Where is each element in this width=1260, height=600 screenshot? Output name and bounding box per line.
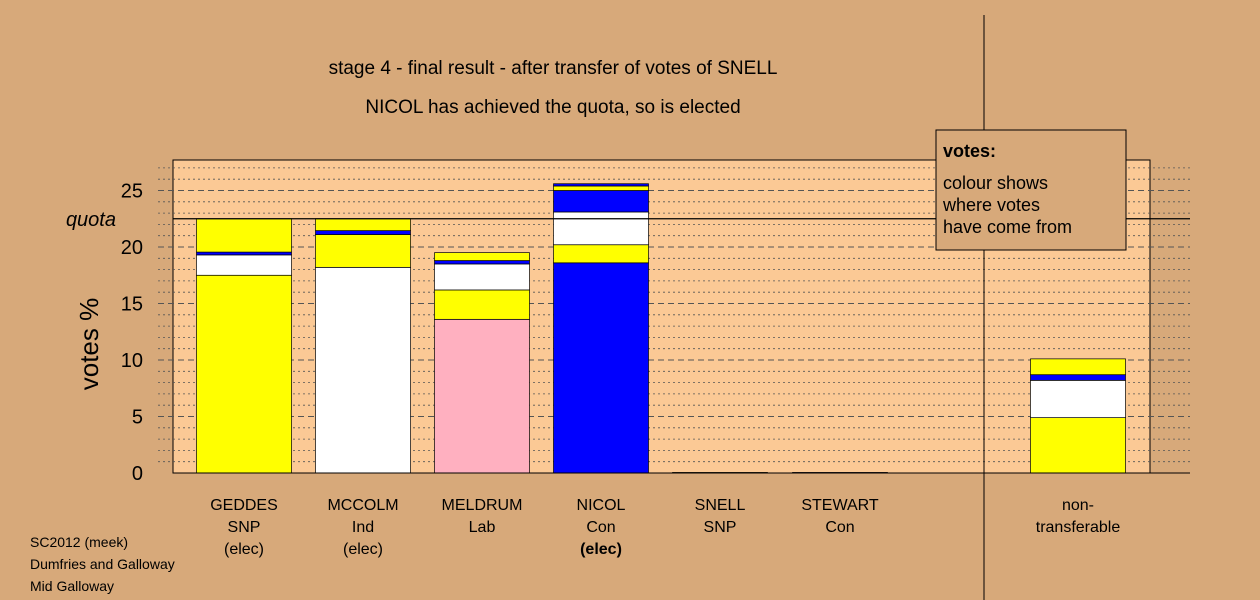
y-tick-label: 10 xyxy=(121,350,143,372)
bar-segment xyxy=(553,262,649,474)
legend-box xyxy=(935,129,1127,251)
bar-segment xyxy=(315,234,411,268)
footer-line: Mid Galloway xyxy=(30,578,114,594)
category-label: MELDRUM xyxy=(442,497,523,514)
footer-line: Dumfries and Galloway xyxy=(30,556,175,572)
category-label: SNP xyxy=(704,519,737,536)
category-label: SNELL xyxy=(695,497,746,514)
category-label: Ind xyxy=(352,519,374,536)
category-label: non- xyxy=(1062,497,1094,514)
bar-segment xyxy=(1030,379,1126,418)
quota-label: quota xyxy=(66,209,116,231)
bar-segment xyxy=(434,263,530,291)
bar-segment xyxy=(553,244,649,264)
footer-line: SC2012 (meek) xyxy=(30,534,128,550)
bar-segment xyxy=(315,218,411,231)
category-label: MCCOLM xyxy=(327,497,398,514)
bar-segment xyxy=(553,211,649,246)
category-label: STEWART xyxy=(801,497,879,514)
bar-segment xyxy=(434,252,530,261)
y-tick-label: 20 xyxy=(121,237,143,259)
bar-segment xyxy=(553,190,649,213)
category-label: Con xyxy=(825,519,854,536)
bar-segment xyxy=(196,218,292,253)
y-tick-label: 0 xyxy=(132,463,143,485)
chart-subtitle: NICOL has achieved the quota, so is elec… xyxy=(365,97,740,118)
category-label: transferable xyxy=(1036,519,1121,536)
category-label: (elec) xyxy=(224,541,264,558)
category-label: NICOL xyxy=(577,497,626,514)
category-label: (elec) xyxy=(580,541,622,558)
legend-line: where votes xyxy=(942,195,1040,215)
category-label: (elec) xyxy=(343,541,383,558)
bar-segment xyxy=(434,289,530,320)
chart-title: stage 4 - final result - after transfer … xyxy=(329,58,778,79)
bar-segment xyxy=(1030,358,1126,376)
y-tick-label: 25 xyxy=(121,181,143,203)
y-tick-label: 5 xyxy=(132,407,143,429)
bar-segment xyxy=(196,254,292,276)
y-axis-label: votes % xyxy=(74,298,104,391)
category-label: Con xyxy=(586,519,615,536)
bar-segment xyxy=(1030,417,1126,474)
legend-line: have come from xyxy=(943,217,1072,237)
bar-segment xyxy=(196,251,292,256)
category-label: GEDDES xyxy=(210,497,278,514)
bar-segment xyxy=(553,185,649,191)
bar-segment xyxy=(1030,374,1126,381)
category-label: SNP xyxy=(228,519,261,536)
bar-segment xyxy=(315,230,411,235)
bar-segment xyxy=(434,260,530,265)
bar-segment xyxy=(196,274,292,474)
bar-segment xyxy=(315,266,411,474)
legend-line: colour shows xyxy=(943,173,1048,193)
bar-segment xyxy=(434,318,530,474)
category-label: Lab xyxy=(469,519,496,536)
bar-segment xyxy=(553,183,649,187)
y-tick-label: 15 xyxy=(121,294,143,316)
legend-title: votes: xyxy=(943,141,996,161)
